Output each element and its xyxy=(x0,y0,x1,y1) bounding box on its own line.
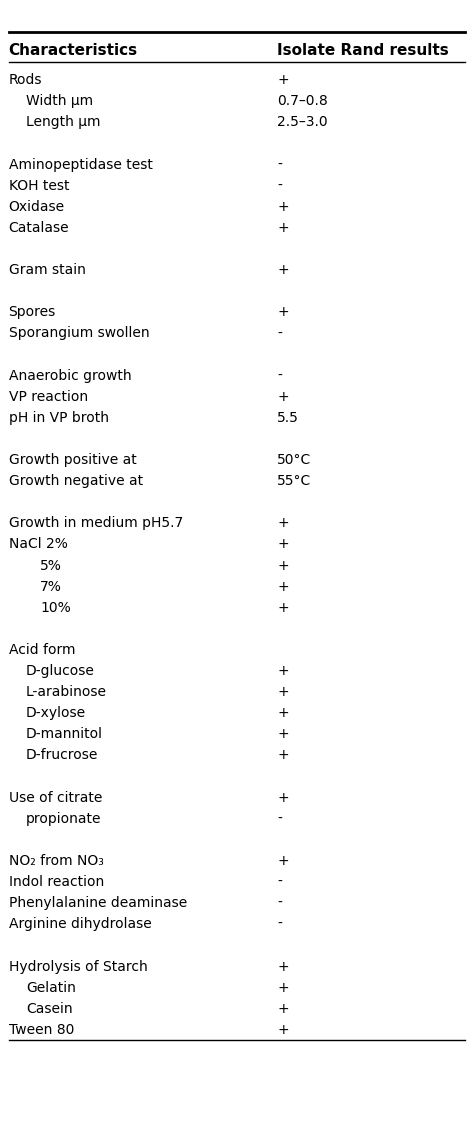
Text: 10%: 10% xyxy=(40,601,71,614)
Text: +: + xyxy=(277,305,289,319)
Text: Arginine dihydrolase: Arginine dihydrolase xyxy=(9,917,151,931)
Text: Casein: Casein xyxy=(26,1002,73,1016)
Text: +: + xyxy=(277,791,289,804)
Text: 5.5: 5.5 xyxy=(277,411,299,424)
Text: Oxidase: Oxidase xyxy=(9,200,64,214)
Text: -: - xyxy=(277,158,282,172)
Text: +: + xyxy=(277,558,289,572)
Text: propionate: propionate xyxy=(26,812,101,826)
Text: 5%: 5% xyxy=(40,558,62,572)
Text: Anaerobic growth: Anaerobic growth xyxy=(9,368,131,382)
Text: Tween 80: Tween 80 xyxy=(9,1023,74,1036)
Text: -: - xyxy=(277,368,282,382)
Text: +: + xyxy=(277,706,289,721)
Text: +: + xyxy=(277,728,289,741)
Text: -: - xyxy=(277,178,282,192)
Text: Gram stain: Gram stain xyxy=(9,263,85,277)
Text: -: - xyxy=(277,326,282,341)
Text: -: - xyxy=(277,812,282,826)
Text: +: + xyxy=(277,748,289,763)
Text: KOH test: KOH test xyxy=(9,178,69,192)
Text: D-glucose: D-glucose xyxy=(26,664,95,678)
Text: Aminopeptidase test: Aminopeptidase test xyxy=(9,158,153,172)
Text: +: + xyxy=(277,1023,289,1036)
Text: Catalase: Catalase xyxy=(9,221,69,235)
Text: 0.7–0.8: 0.7–0.8 xyxy=(277,94,328,109)
Text: 7%: 7% xyxy=(40,580,62,594)
Text: Spores: Spores xyxy=(9,305,56,319)
Text: Growth positive at: Growth positive at xyxy=(9,453,137,467)
Text: Use of citrate: Use of citrate xyxy=(9,791,102,804)
Text: +: + xyxy=(277,538,289,551)
Text: D-xylose: D-xylose xyxy=(26,706,86,721)
Text: +: + xyxy=(277,200,289,214)
Text: 50°C: 50°C xyxy=(277,453,311,467)
Text: +: + xyxy=(277,73,289,87)
Text: Width μm: Width μm xyxy=(26,94,93,109)
Text: Growth in medium pH5.7: Growth in medium pH5.7 xyxy=(9,516,183,531)
Text: +: + xyxy=(277,390,289,404)
Text: pH in VP broth: pH in VP broth xyxy=(9,411,109,424)
Text: +: + xyxy=(277,221,289,235)
Text: +: + xyxy=(277,855,289,868)
Text: Phenylalanine deaminase: Phenylalanine deaminase xyxy=(9,896,187,911)
Text: -: - xyxy=(277,896,282,911)
Text: NaCl 2%: NaCl 2% xyxy=(9,538,67,551)
Text: Length μm: Length μm xyxy=(26,116,100,129)
Text: +: + xyxy=(277,685,289,699)
Text: NO₂ from NO₃: NO₂ from NO₃ xyxy=(9,855,103,868)
Text: 55°C: 55°C xyxy=(277,474,311,488)
Text: Gelatin: Gelatin xyxy=(26,980,76,994)
Text: -: - xyxy=(277,917,282,931)
Text: -: - xyxy=(277,875,282,889)
Text: +: + xyxy=(277,516,289,531)
Text: Acid form: Acid form xyxy=(9,643,75,657)
Text: Growth negative at: Growth negative at xyxy=(9,474,143,488)
Text: Hydrolysis of Starch: Hydrolysis of Starch xyxy=(9,960,147,974)
Text: VP reaction: VP reaction xyxy=(9,390,88,404)
Text: D-frucrose: D-frucrose xyxy=(26,748,99,763)
Text: Rods: Rods xyxy=(9,73,42,87)
Text: 2.5–3.0: 2.5–3.0 xyxy=(277,116,328,129)
Text: L-arabinose: L-arabinose xyxy=(26,685,107,699)
Text: Isolate Rand results: Isolate Rand results xyxy=(277,43,449,58)
Text: +: + xyxy=(277,263,289,277)
Text: +: + xyxy=(277,580,289,594)
Text: Indol reaction: Indol reaction xyxy=(9,875,104,889)
Text: +: + xyxy=(277,664,289,678)
Text: Sporangium swollen: Sporangium swollen xyxy=(9,326,149,341)
Text: D-mannitol: D-mannitol xyxy=(26,728,103,741)
Text: +: + xyxy=(277,1002,289,1016)
Text: +: + xyxy=(277,980,289,994)
Text: Characteristics: Characteristics xyxy=(9,43,137,58)
Text: +: + xyxy=(277,960,289,974)
Text: +: + xyxy=(277,601,289,614)
